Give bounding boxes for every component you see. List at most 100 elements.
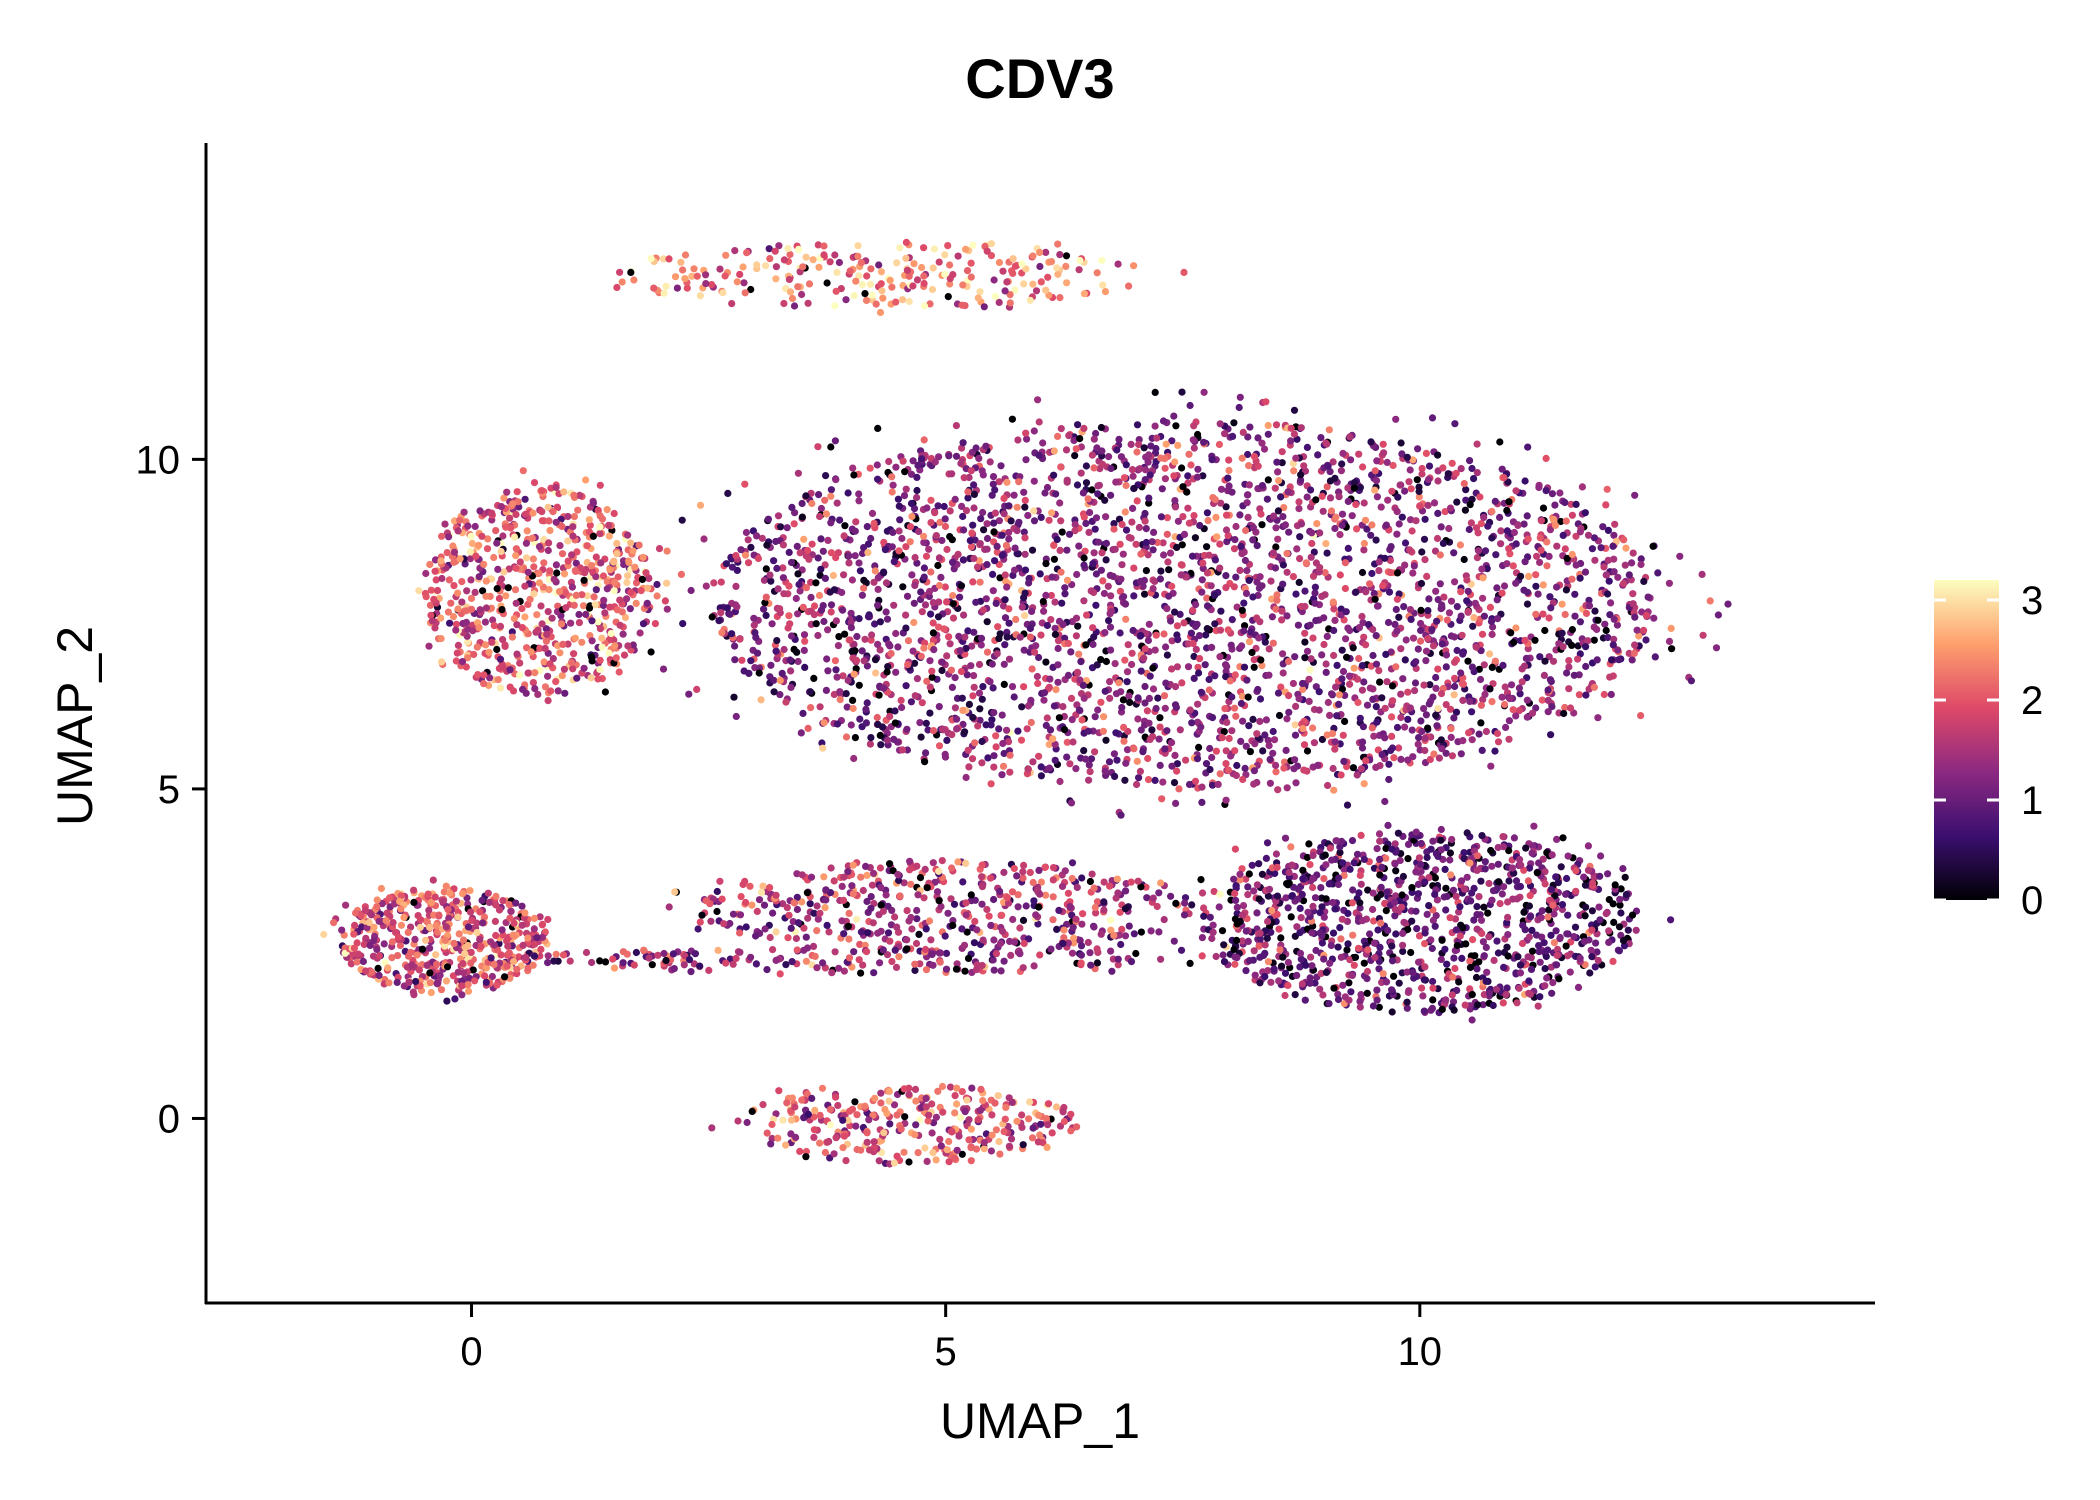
cell-point — [1113, 756, 1121, 764]
cell-point — [1222, 572, 1230, 580]
cell-point — [738, 656, 746, 664]
cell-point — [1200, 912, 1208, 920]
cell-point — [943, 598, 951, 606]
cell-point — [1186, 401, 1194, 410]
cell-point — [1290, 467, 1298, 475]
cell-point — [1490, 956, 1498, 965]
cell-point — [718, 629, 726, 637]
cell-point — [965, 700, 974, 709]
cell-point — [1340, 757, 1348, 766]
cell-point — [1141, 645, 1149, 653]
cell-point — [1604, 526, 1612, 535]
cell-point — [1338, 510, 1347, 518]
cell-point — [1053, 264, 1061, 272]
cell-point — [814, 443, 822, 451]
cell-point — [415, 587, 423, 595]
cell-point — [1036, 570, 1044, 578]
cell-point — [830, 690, 838, 699]
cell-point — [772, 537, 780, 546]
cell-point — [1144, 458, 1152, 466]
cell-point — [571, 567, 579, 575]
cell-point — [1416, 502, 1424, 510]
cell-point — [1368, 569, 1376, 578]
cell-point — [678, 516, 686, 524]
cell-point — [870, 519, 878, 528]
cell-point — [1461, 506, 1469, 514]
cell-point — [1568, 626, 1576, 634]
cell-point — [1025, 579, 1033, 587]
cell-point — [1319, 991, 1327, 999]
cell-point — [1264, 736, 1272, 744]
cell-point — [1092, 514, 1101, 522]
cell-point — [1107, 592, 1115, 600]
cell-point — [890, 558, 898, 566]
cell-point — [1359, 463, 1367, 471]
cell-point — [1400, 918, 1408, 926]
cell-point — [929, 727, 938, 735]
cell-point — [1020, 488, 1028, 496]
cell-point — [1017, 736, 1026, 744]
cell-point — [866, 464, 874, 472]
cell-point — [1698, 570, 1706, 579]
cell-point — [1481, 690, 1489, 699]
cell-point — [1059, 703, 1067, 711]
cell-point — [587, 674, 595, 682]
cell-point — [1128, 518, 1136, 526]
cell-point — [444, 608, 452, 616]
cell-point — [1244, 450, 1252, 459]
cell-point — [636, 629, 644, 637]
cell-point — [1379, 440, 1387, 448]
cell-point — [1255, 634, 1263, 642]
cell-point — [1336, 571, 1344, 579]
cell-point — [655, 545, 664, 553]
cell-point — [1179, 483, 1187, 491]
cell-point — [1381, 554, 1389, 562]
cell-point — [1274, 507, 1282, 515]
cell-point — [1006, 768, 1014, 776]
cell-point — [1048, 573, 1056, 581]
cell-point — [1273, 458, 1281, 466]
cell-point — [911, 692, 919, 700]
cell-point — [1613, 621, 1621, 629]
cell-point — [913, 493, 921, 502]
cell-point — [920, 538, 928, 547]
cell-point — [1640, 626, 1648, 635]
cell-point — [1194, 430, 1202, 439]
cell-point — [1515, 684, 1523, 692]
cell-point — [1293, 971, 1301, 980]
cell-point — [1007, 517, 1015, 525]
cell-point — [785, 612, 793, 620]
cell-point — [872, 300, 880, 308]
cell-point — [499, 532, 507, 540]
cell-point — [1584, 842, 1592, 850]
cell-point — [449, 613, 458, 621]
cell-point — [824, 536, 832, 545]
cell-point — [896, 244, 904, 252]
cell-point — [977, 515, 985, 523]
cell-point — [1368, 724, 1376, 732]
cell-point — [1010, 491, 1018, 499]
cell-point — [1510, 638, 1518, 647]
cell-point — [1023, 435, 1031, 443]
cell-point — [1283, 568, 1291, 576]
cell-point — [858, 281, 867, 289]
cell-point — [820, 617, 828, 626]
cell-point — [1724, 600, 1732, 608]
cell-point — [1156, 575, 1164, 583]
cell-point — [1260, 445, 1269, 453]
cell-point — [1445, 609, 1453, 617]
cell-point — [1451, 682, 1459, 691]
cell-point — [1451, 420, 1459, 428]
cell-point — [1325, 1000, 1333, 1008]
cell-point — [1389, 461, 1397, 470]
cell-point — [1192, 601, 1200, 609]
cell-point — [586, 521, 594, 529]
cell-point — [677, 570, 686, 579]
cell-point — [1267, 978, 1275, 986]
cell-point — [882, 608, 890, 616]
cell-point — [1148, 726, 1156, 734]
cell-point — [1401, 561, 1409, 569]
cell-point — [1162, 643, 1170, 651]
cell-point — [1265, 885, 1274, 893]
cell-point — [1498, 890, 1506, 898]
